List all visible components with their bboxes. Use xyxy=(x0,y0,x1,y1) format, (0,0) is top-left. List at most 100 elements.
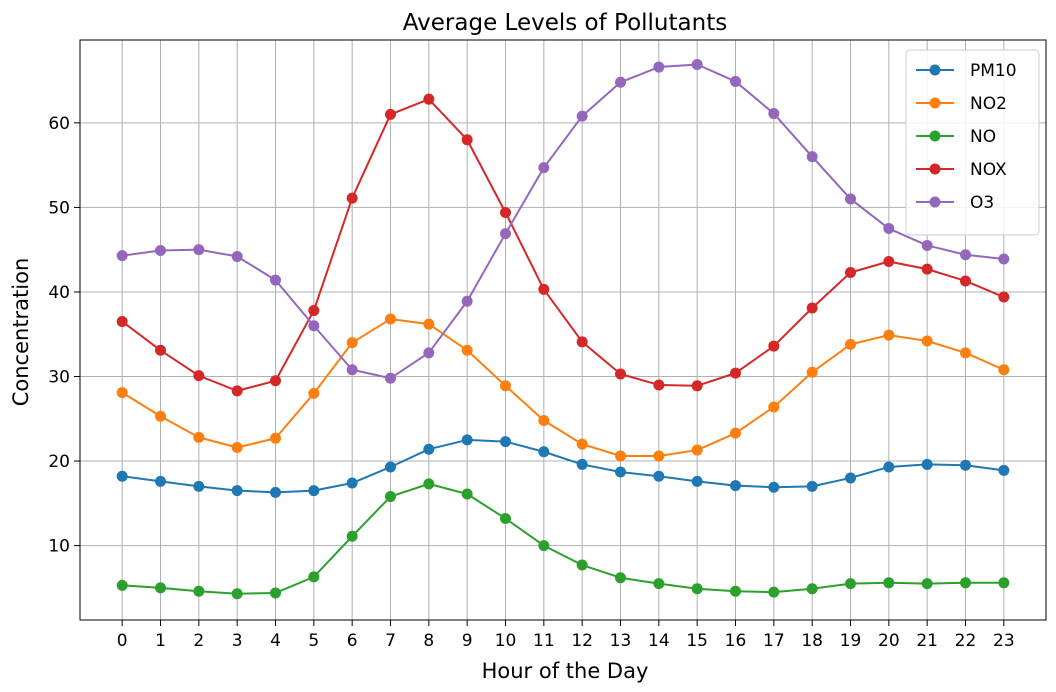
data-point-nox xyxy=(500,206,511,218)
data-point-no2 xyxy=(423,318,435,330)
data-point-pm10 xyxy=(768,481,780,493)
x-tick-label: 2 xyxy=(193,631,204,651)
data-point-nox xyxy=(116,316,128,328)
data-point-nox xyxy=(155,344,166,356)
data-point-o3 xyxy=(883,223,895,235)
data-point-no xyxy=(538,540,550,552)
legend-marker-no xyxy=(929,130,941,142)
grid-lines xyxy=(80,40,1046,620)
data-point-o3 xyxy=(308,320,320,332)
data-point-no2 xyxy=(116,387,128,399)
x-tick-label: 4 xyxy=(270,631,281,651)
plot-frame xyxy=(79,39,1047,621)
data-point-no2 xyxy=(806,366,818,378)
data-point-o3 xyxy=(998,253,1010,265)
x-tick-label: 7 xyxy=(385,631,396,651)
data-point-no2 xyxy=(231,442,243,454)
data-point-no2 xyxy=(538,414,550,426)
y-tick-label: 30 xyxy=(48,368,70,388)
data-point-no xyxy=(270,587,281,599)
legend-entry-nox: NOX xyxy=(916,160,1007,180)
data-point-pm10 xyxy=(653,470,665,482)
data-point-no2 xyxy=(193,431,205,443)
data-point-no xyxy=(193,585,205,597)
x-tick-label: 9 xyxy=(462,631,473,651)
series-o3 xyxy=(116,59,1010,384)
data-point-o3 xyxy=(653,61,665,73)
data-point-no2 xyxy=(576,438,588,450)
data-point-pm10 xyxy=(308,485,320,497)
data-point-nox xyxy=(730,367,741,379)
data-point-nox xyxy=(270,375,281,387)
data-point-nox xyxy=(653,379,665,391)
data-point-nox xyxy=(806,302,818,314)
data-point-no xyxy=(998,577,1010,589)
data-point-nox xyxy=(193,370,205,382)
data-point-pm10 xyxy=(538,446,550,458)
data-point-pm10 xyxy=(806,480,818,492)
data-point-pm10 xyxy=(346,477,358,489)
x-tick-label: 20 xyxy=(878,631,900,651)
data-point-nox xyxy=(960,275,971,287)
data-point-pm10 xyxy=(155,475,166,487)
data-point-no xyxy=(960,577,971,589)
data-point-no xyxy=(346,530,358,542)
data-point-no xyxy=(423,478,435,490)
x-tick-label: 10 xyxy=(495,631,517,651)
data-point-nox xyxy=(308,305,320,317)
data-point-nox xyxy=(615,368,626,380)
data-point-pm10 xyxy=(960,459,971,471)
y-axis-title: Concentration xyxy=(9,258,33,407)
legend-label-nox: NOX xyxy=(970,160,1007,180)
data-point-o3 xyxy=(423,347,435,359)
legend-entry-o3: O3 xyxy=(916,193,994,213)
data-point-pm10 xyxy=(231,485,243,497)
data-point-no2 xyxy=(461,344,473,356)
data-point-nox xyxy=(768,340,780,352)
x-tick-label: 22 xyxy=(955,631,977,651)
data-point-nox xyxy=(538,283,550,295)
legend-marker-pm10 xyxy=(929,64,941,76)
legend-label-o3: O3 xyxy=(970,193,994,213)
x-tick-label: 5 xyxy=(308,631,319,651)
x-tick-label: 17 xyxy=(763,631,785,651)
legend-marker-no2 xyxy=(929,97,941,109)
data-point-o3 xyxy=(385,372,396,384)
y-tick-label: 60 xyxy=(48,114,70,134)
data-point-no2 xyxy=(346,337,358,349)
legend-label-no2: NO2 xyxy=(970,94,1007,114)
data-point-pm10 xyxy=(691,475,703,487)
data-point-o3 xyxy=(730,75,741,87)
data-point-nox xyxy=(998,291,1010,303)
x-tick-label: 21 xyxy=(916,631,938,651)
x-tick-label: 14 xyxy=(648,631,670,651)
x-tick-label: 6 xyxy=(347,631,358,651)
x-tick-label: 1 xyxy=(155,631,166,651)
data-point-no xyxy=(615,572,626,584)
legend-marker-o3 xyxy=(929,196,941,208)
x-tick-label: 23 xyxy=(993,631,1015,651)
data-point-o3 xyxy=(155,245,166,257)
x-tick-label: 8 xyxy=(423,631,434,651)
data-point-no xyxy=(500,513,511,525)
data-point-no2 xyxy=(883,329,895,341)
x-tick-label: 3 xyxy=(232,631,243,651)
data-point-no xyxy=(883,577,895,589)
data-point-nox xyxy=(576,336,588,348)
legend-label-no: NO xyxy=(970,127,996,147)
data-point-no2 xyxy=(308,387,320,399)
data-point-no xyxy=(116,579,128,591)
x-axis-ticks: 0 1 2 3 4 5 6 7 8 9 10 11 12 13 14 15 16 17 18 19 20 21 22 23 xyxy=(117,620,1015,651)
data-point-o3 xyxy=(806,151,818,163)
series-nox xyxy=(116,93,1010,397)
data-point-no2 xyxy=(998,364,1010,376)
data-point-o3 xyxy=(845,193,856,205)
data-point-o3 xyxy=(500,228,511,240)
legend-marker-nox xyxy=(929,163,941,175)
data-point-pm10 xyxy=(423,443,435,455)
data-point-o3 xyxy=(193,244,205,256)
data-point-no2 xyxy=(653,450,665,462)
x-axis-title: Hour of the Day xyxy=(482,659,649,683)
y-axis-ticks: 10 20 30 40 50 60 xyxy=(48,114,80,557)
